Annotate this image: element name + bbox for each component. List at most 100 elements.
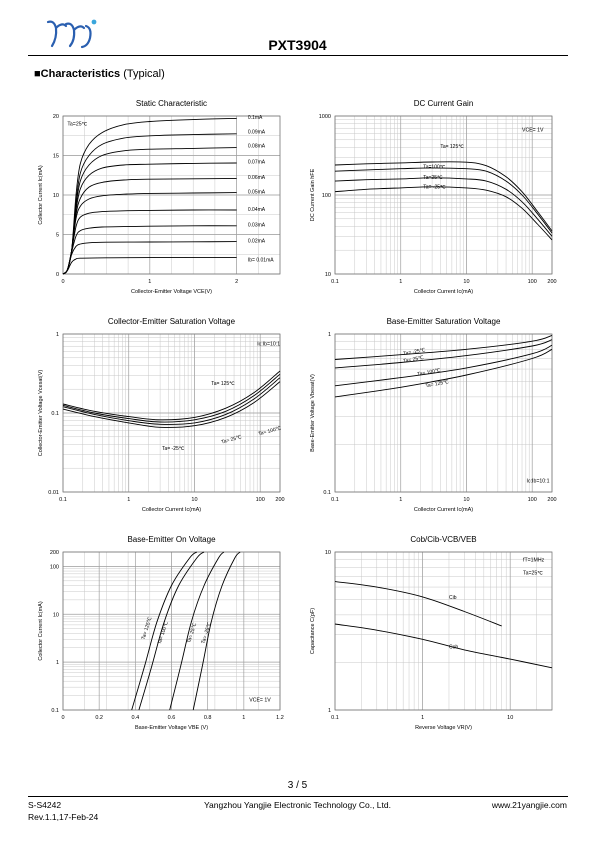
chart-vbesat-series-label: Ta= 100℃	[417, 368, 442, 378]
chart-vcesat-series-line	[62, 381, 281, 428]
section-title: Characteristics	[40, 68, 121, 80]
chart-cap-x-tick-label: 10	[507, 715, 513, 721]
chart-vbesat-series-line	[334, 339, 553, 369]
chart-cap-series-line	[334, 623, 553, 669]
chart-vbeon-y-tick-label: 100	[50, 564, 59, 570]
company-name: Yangzhou Yangjie Electronic Technology C…	[204, 800, 391, 810]
header-rule	[28, 55, 568, 56]
chart-vbesat-series-line	[334, 348, 553, 398]
chart-vcesat-y-tick-label: 1	[56, 332, 59, 338]
footer-rule	[28, 796, 568, 797]
chart-vcesat-series-line	[62, 377, 281, 425]
chart-vbeon-x-tick-label: 0.6	[168, 715, 176, 721]
section-note: (Typical)	[123, 68, 165, 80]
chart-vbesat-x-axis-label: Collector Current Ic(mA)	[414, 507, 473, 513]
chart-cap-frame	[334, 551, 553, 711]
chart-cap-series-line	[334, 581, 502, 627]
chart-static-y-tick-label: 5	[56, 233, 59, 239]
chart-vbesat-y-tick-label: 0.1	[323, 490, 331, 496]
chart-dcgain-series-label: Ta=100℃	[423, 164, 446, 170]
chart-dcgain-annotation: VCE= 1V	[522, 127, 544, 133]
chart-cap-y-tick-label: 10	[325, 550, 331, 556]
chart-vbeon-x-tick-label: 0.2	[95, 715, 103, 721]
chart-cap-x-axis-label: Reverse Voltage VR(V)	[415, 725, 472, 731]
chart-dcgain-series-label: Ta= 125℃	[440, 144, 464, 150]
chart-dcgain-x-tick-label: 0.1	[331, 279, 339, 285]
chart-vbeon-x-tick-label: 0.4	[132, 715, 140, 721]
chart-dcgain-series-label: Ta= -25℃	[423, 185, 446, 191]
chart-vcesat-annotation: Ic:Ib=10:1	[257, 341, 280, 347]
chart-dcgain-y-tick-label: 10	[325, 272, 331, 278]
chart-vbesat-x-tick-label: 1	[399, 497, 402, 503]
chart-static-x-tick-label: 1	[148, 279, 151, 285]
chart-vcesat-series-label: Ta= -25℃	[162, 446, 185, 452]
chart-vbeon-y-tick-label: 200	[50, 550, 59, 556]
chart-cap-y-tick-label: 1	[328, 708, 331, 714]
chart-vbeon-title: Base-Emitter On Voltage	[127, 535, 216, 544]
chart-vcesat-x-tick-label: 1	[127, 497, 130, 503]
chart-vbeon-series-line	[192, 551, 241, 711]
chart-vbeon-x-axis-label: Base-Emitter Voltage VBE (V)	[135, 725, 208, 731]
chart-vbeon-y-tick-label: 10	[53, 612, 59, 618]
chart-vcesat-y-tick-label: 0.01	[48, 490, 59, 496]
chart-static-y-tick-label: 15	[53, 154, 59, 160]
chart-vcesat-series-label: Ta= 25℃	[221, 434, 243, 445]
chart-cap-series-label: Cob	[449, 645, 458, 651]
chart-vbesat-frame	[334, 333, 553, 493]
chart-dcgain-x-axis-label: Collector Current Ic(mA)	[414, 289, 473, 295]
chart-vbesat-title: Base-Emitter Saturation Voltage	[387, 317, 501, 326]
chart-vbesat-series-label: Ta= 25℃	[403, 355, 425, 365]
doc-code: S-S4242	[28, 800, 62, 810]
chart-vcesat-series-line	[62, 373, 281, 423]
chart-static-series-label: 0.02mA	[248, 238, 266, 244]
chart-vbeon-x-tick-label: 1	[242, 715, 245, 721]
chart-vbeon-x-tick-label: 1.2	[276, 715, 284, 721]
chart-vbeon-series-label: Ta= 100℃	[157, 621, 170, 646]
chart-vbeon-x-tick-label: 0.8	[204, 715, 212, 721]
chart-vbesat-x-tick-label: 0.1	[331, 497, 339, 503]
chart-cap-x-tick-label: 0.1	[331, 715, 339, 721]
chart-dcgain-x-tick-label: 10	[463, 279, 469, 285]
chart-vcesat-frame	[62, 333, 281, 493]
chart-cap-x-tick-label: 1	[421, 715, 424, 721]
chart-vbeon-series-label: Ta= 125℃	[141, 616, 154, 641]
chart-static-series-label: 0.08mA	[248, 144, 266, 150]
page-number: 3 / 5	[287, 780, 308, 791]
chart-vbesat-x-tick-label: 10	[463, 497, 469, 503]
yangjie-logo-icon	[46, 19, 97, 49]
chart-vbesat-annotation: Ic:Ib=10:1	[527, 478, 550, 484]
chart-vbeon-series-line	[138, 551, 205, 711]
chart-dcgain-series-line	[334, 161, 553, 232]
chart-vbeon-y-tick-label: 0.1	[51, 708, 59, 714]
chart-vcesat-title: Collector-Emitter Saturation Voltage	[108, 317, 236, 326]
chart-static-series-label: 0.05mA	[248, 189, 266, 195]
chart-vbesat-x-tick-label: 100	[528, 497, 537, 503]
chart-vcesat-x-tick-label: 10	[191, 497, 197, 503]
chart-vbeon-series-label: Ta= -25℃	[200, 621, 213, 645]
chart-static-x-tick-label: 2	[235, 279, 238, 285]
chart-static-series-label: 0.07mA	[248, 159, 266, 165]
chart-dcgain-series-label: Ta=25℃	[423, 175, 443, 181]
chart-vbesat-series-line	[334, 334, 553, 360]
chart-vbeon-series-line	[169, 551, 225, 711]
website-link[interactable]: www.21yangjie.com	[491, 800, 567, 810]
chart-vbesat-series-label: Ta= 125℃	[425, 379, 450, 389]
chart-static-x-axis-label: Collector-Emitter Voltage VCE(V)	[131, 289, 212, 295]
chart-dcgain-y-tick-label: 100	[322, 193, 331, 199]
chart-dcgain-series-line	[334, 177, 553, 237]
chart-cap-series-label: Cib	[449, 595, 457, 601]
chart-vbeon-y-axis-label: Collector Current Ic(mA)	[38, 601, 44, 660]
chart-static-frame	[62, 115, 281, 275]
chart-static-series-line	[62, 256, 237, 275]
chart-dcgain-frame	[334, 115, 553, 275]
chart-static-series-label: 0.09mA	[248, 129, 266, 135]
chart-cap-y-axis-label: Capacitance C(pF)	[310, 608, 316, 654]
chart-be-saturation-voltage: Base-Emitter Saturation Voltage 0.1 1 10 100…	[310, 317, 557, 513]
chart-vcesat-x-tick-label: 100	[256, 497, 265, 503]
chart-vcesat-series-line	[62, 370, 281, 421]
chart-vcesat-series-label: Ta= 125℃	[211, 381, 235, 387]
chart-static-x-tick-label: 0	[61, 279, 64, 285]
chart-vbesat-x-tick-label: 200	[547, 497, 556, 503]
